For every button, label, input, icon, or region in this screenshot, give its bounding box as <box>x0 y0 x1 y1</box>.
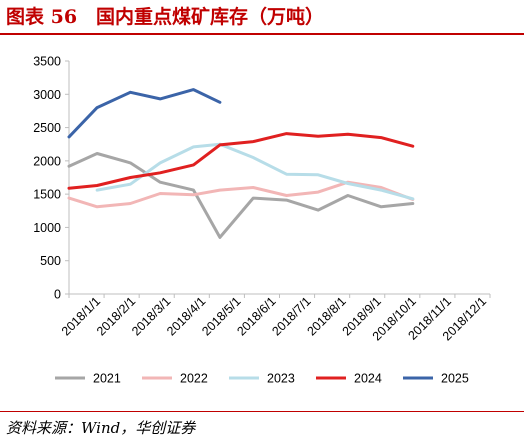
y-tick-label: 3000 <box>33 88 61 102</box>
legend-label-2022: 2022 <box>180 372 208 386</box>
series-line-2024 <box>67 132 415 190</box>
series-line-2025 <box>67 88 222 139</box>
y-tick-label: 1000 <box>33 221 61 235</box>
legend-label-2025: 2025 <box>441 372 469 386</box>
chart-canvas: 05001000150020002500300035002018/1/12018… <box>33 55 491 386</box>
y-tick-label: 2000 <box>33 154 61 168</box>
legend-label-2021: 2021 <box>93 372 121 386</box>
legend-label-2024: 2024 <box>354 372 382 386</box>
series-line-2023 <box>95 142 415 201</box>
y-tick-label: 500 <box>40 254 61 268</box>
source-divider <box>0 411 524 412</box>
series-line-2021 <box>67 152 415 239</box>
title-divider <box>0 33 524 35</box>
y-tick-label: 0 <box>54 288 61 302</box>
chart-title: 图表 56 国内重点煤矿库存（万吨） <box>6 6 325 28</box>
y-tick-label: 2500 <box>33 121 61 135</box>
source-note: 资料来源：Wind，华创证券 <box>6 419 196 437</box>
y-tick-label: 3500 <box>33 55 61 69</box>
legend-label-2023: 2023 <box>267 372 295 386</box>
y-tick-label: 1500 <box>33 188 61 202</box>
